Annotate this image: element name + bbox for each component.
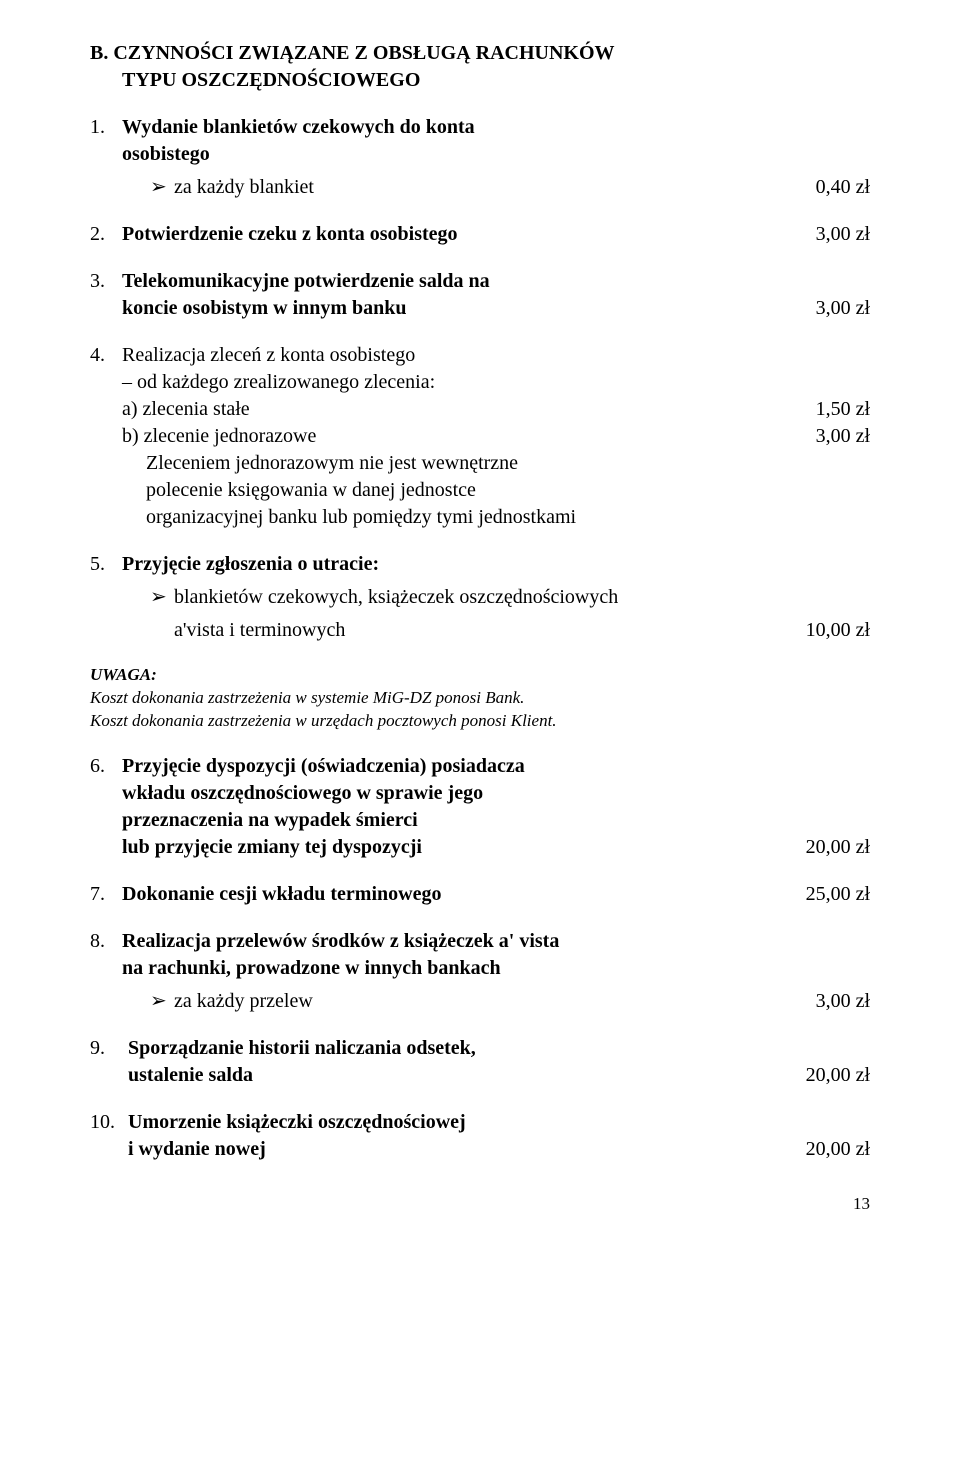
item-note-l1: Zleceniem jednorazowym nie jest wewnętrz… bbox=[90, 450, 870, 477]
item-title-l2: na rachunki, prowadzone w innych bankach bbox=[122, 955, 750, 982]
item-price: 20,00 zł bbox=[750, 1062, 870, 1089]
item-title-l2: wkładu oszczędnościowego w sprawie jego bbox=[122, 780, 750, 807]
item-price: 20,00 zł bbox=[750, 1136, 870, 1163]
item-title-l2: osobistego bbox=[122, 141, 750, 168]
item-sub-a: a) zlecenia stałe bbox=[122, 396, 750, 423]
item-number: 7. bbox=[90, 881, 122, 908]
item-price: 20,00 zł bbox=[750, 834, 870, 861]
bullet-text-l2: a'vista i terminowych bbox=[174, 617, 750, 644]
bullet-icon: ➢ bbox=[150, 584, 174, 611]
bullet-text: za każdy blankiet bbox=[174, 174, 750, 201]
item-price: 3,00 zł bbox=[750, 988, 870, 1015]
item-8: 8. Realizacja przelewów środków z książe… bbox=[90, 928, 870, 1015]
header-line2: TYPU OSZCZĘDNOŚCIOWEGO bbox=[90, 67, 870, 94]
item-price-a: 1,50 zł bbox=[750, 396, 870, 423]
item-title-l1: Sporządzanie historii naliczania odsetek… bbox=[122, 1035, 750, 1062]
item-title-l2: ustalenie salda bbox=[128, 1062, 750, 1089]
item-title-l2: i wydanie nowej bbox=[128, 1136, 750, 1163]
item-number: 2. bbox=[90, 221, 122, 248]
item-sub-b: b) zlecenie jednorazowe bbox=[122, 423, 750, 450]
item-title-l4: lub przyjęcie zmiany tej dyspozycji bbox=[122, 834, 750, 861]
uwaga-l2: Koszt dokonania zastrzeżenia w urzędach … bbox=[90, 710, 870, 733]
item-10: 10. Umorzenie książeczki oszczędnościowe… bbox=[90, 1109, 870, 1163]
item-note-l2: polecenie księgowania w danej jednostce bbox=[90, 477, 870, 504]
item-number: 6. bbox=[90, 753, 122, 780]
item-price: 25,00 zł bbox=[750, 881, 870, 908]
item-title-l2: koncie osobistym w innym banku bbox=[122, 295, 750, 322]
bullet-text-l1: blankietów czekowych, książeczek oszczęd… bbox=[174, 584, 750, 611]
item-6: 6. Przyjęcie dyspozycji (oświadczenia) p… bbox=[90, 753, 870, 861]
item-4: 4. Realizacja zleceń z konta osobistego … bbox=[90, 342, 870, 531]
item-7: 7. Dokonanie cesji wkładu terminowego 25… bbox=[90, 881, 870, 908]
item-5: 5. Przyjęcie zgłoszenia o utracie: ➢ bla… bbox=[90, 551, 870, 644]
uwaga-label: UWAGA: bbox=[90, 664, 870, 687]
item-title: Potwierdzenie czeku z konta osobistego bbox=[122, 221, 750, 248]
item-sub1: – od każdego zrealizowanego zlecenia: bbox=[122, 369, 750, 396]
item-number: 1. bbox=[90, 114, 122, 141]
header-line1: B. CZYNNOŚCI ZWIĄZANE Z OBSŁUGĄ RACHUNKÓ… bbox=[90, 40, 870, 67]
bullet-icon: ➢ bbox=[150, 988, 174, 1015]
item-title-l1: Telekomunikacyjne potwierdzenie salda na bbox=[122, 268, 750, 295]
item-title-l1: Przyjęcie dyspozycji (oświadczenia) posi… bbox=[122, 753, 750, 780]
item-number: 3. bbox=[90, 268, 122, 295]
item-number: 5. bbox=[90, 551, 122, 578]
item-note-l3: organizacyjnej banku lub pomiędzy tymi j… bbox=[90, 504, 870, 531]
bullet-text: za każdy przelew bbox=[174, 988, 750, 1015]
item-price: 3,00 zł bbox=[750, 295, 870, 322]
item-price: 10,00 zł bbox=[750, 617, 870, 644]
page-number: 13 bbox=[90, 1193, 870, 1216]
item-number: 10. bbox=[90, 1109, 128, 1136]
item-title: Przyjęcie zgłoszenia o utracie: bbox=[122, 551, 750, 578]
item-title: Realizacja zleceń z konta osobistego bbox=[122, 342, 750, 369]
item-price: 3,00 zł bbox=[750, 221, 870, 248]
bullet-icon: ➢ bbox=[150, 174, 174, 201]
item-title-l3: przeznaczenia na wypadek śmierci bbox=[122, 807, 750, 834]
item-1: 1. Wydanie blankietów czekowych do konta… bbox=[90, 114, 870, 201]
item-title: Dokonanie cesji wkładu terminowego bbox=[122, 881, 750, 908]
item-number: 4. bbox=[90, 342, 122, 369]
item-price-b: 3,00 zł bbox=[750, 423, 870, 450]
section-header: B. CZYNNOŚCI ZWIĄZANE Z OBSŁUGĄ RACHUNKÓ… bbox=[90, 40, 870, 94]
item-9: 9. Sporządzanie historii naliczania odse… bbox=[90, 1035, 870, 1089]
uwaga-l1: Koszt dokonania zastrzeżenia w systemie … bbox=[90, 687, 870, 710]
item-title-l1: Realizacja przelewów środków z książecze… bbox=[122, 928, 750, 955]
uwaga-note: UWAGA: Koszt dokonania zastrzeżenia w sy… bbox=[90, 664, 870, 733]
item-number: 9. bbox=[90, 1035, 122, 1062]
item-3: 3. Telekomunikacyjne potwierdzenie salda… bbox=[90, 268, 870, 322]
item-2: 2. Potwierdzenie czeku z konta osobisteg… bbox=[90, 221, 870, 248]
item-price: 0,40 zł bbox=[750, 174, 870, 201]
item-title-l1: Umorzenie książeczki oszczędnościowej bbox=[128, 1109, 750, 1136]
item-title-l1: Wydanie blankietów czekowych do konta bbox=[122, 114, 750, 141]
item-number: 8. bbox=[90, 928, 122, 955]
